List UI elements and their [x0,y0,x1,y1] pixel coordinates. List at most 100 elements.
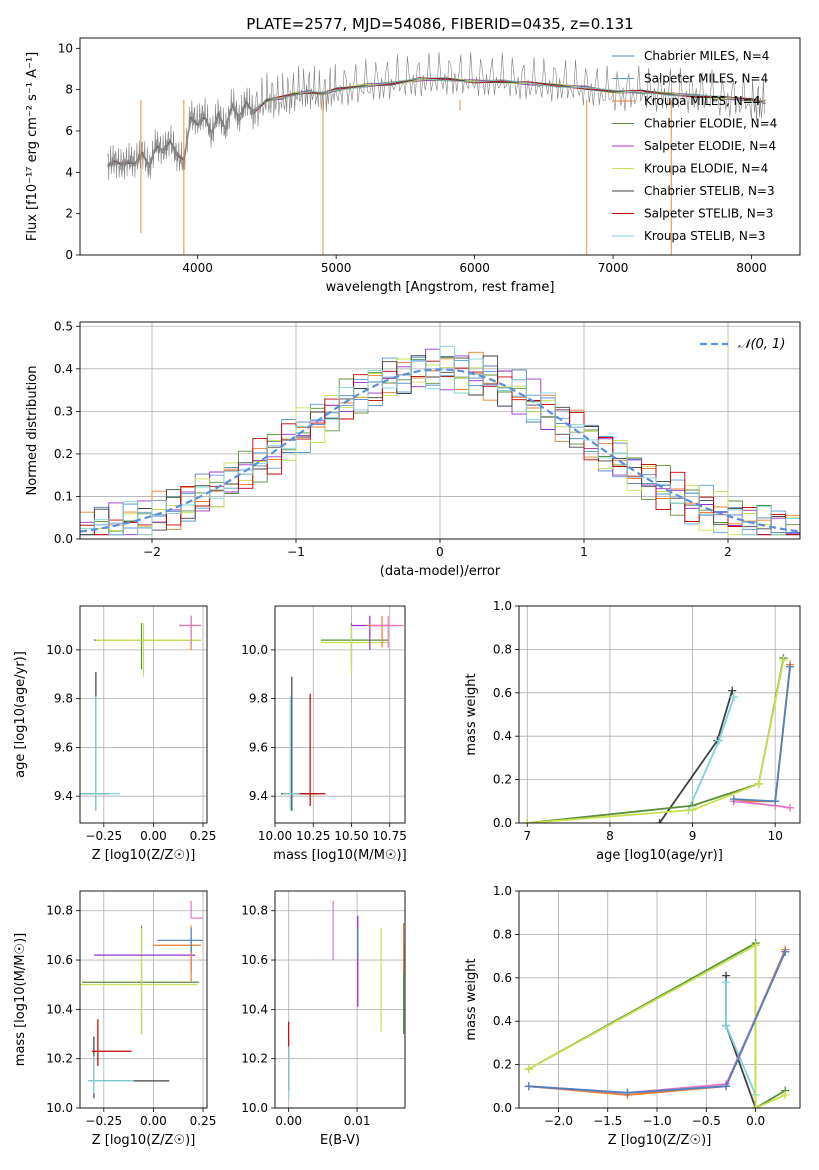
weight-point-marker [722,1082,731,1091]
weight-point-marker [781,947,790,956]
x-tick-label: 0.00 [140,829,167,843]
panel-mass-vs-Z: −0.25 0.00 0.25 10.0 10.2 10.4 10.6 10.8 Z [log1… [13,890,217,1148]
y-tick-label: 0.0 [54,532,73,546]
x-tick-label: 7 [523,829,531,843]
y-tick-label: 9.8 [249,692,268,706]
x-tick-label: −0.25 [85,829,122,843]
y-tick-label: 2 [65,207,73,221]
weight-point-marker [715,736,724,745]
y-tick-label: 10.8 [46,904,73,918]
y-tick-label: 0.6 [493,686,512,700]
weight-point-marker [751,1104,760,1108]
weight-line [658,690,734,823]
x-tick-label: 4000 [182,261,213,275]
legend-label: Salpeter ELODIE, N=4 [644,139,776,153]
x-axis-label: mass [log10(M/M☉)] [273,848,406,863]
y-axis-label: mass weight [464,958,479,1040]
y-tick-label: 10.6 [241,953,268,967]
x-tick-label: 0.25 [190,829,217,843]
weight-point-marker [524,1082,533,1091]
legend-label: Chabrier MILES, N=4 [644,49,769,63]
plot-area-weight-vs-age [523,654,795,823]
y-tick-label: 0.8 [493,642,512,656]
x-tick-label: 0.00 [275,1114,302,1128]
x-tick-label: −1.5 [593,1114,622,1128]
panel-residuals: −2 −1 0 1 2 0.0 0.1 0.2 0.3 0.4 0.5 (data-model)/er… [25,319,801,579]
y-tick-label: 0.4 [493,1014,512,1028]
y-tick-label: 0.8 [493,927,512,941]
axes-frame [79,37,801,256]
plot-area-residuals [80,345,800,536]
y-tick-label: 10.6 [46,953,73,967]
x-tick-label: 6000 [459,261,490,275]
weight-point-marker [771,797,780,806]
weight-line [528,943,786,1108]
plot-area-mass-vs-Z [80,900,204,1099]
plot-area-age-vs-Z [80,615,202,811]
axes-frame [79,890,208,1109]
weight-point-marker [523,819,532,823]
weight-point-marker [728,686,737,695]
x-tick-label: 10.25 [296,829,330,843]
x-tick-label: 0.00 [140,1114,167,1128]
y-tick-label: 9.4 [54,789,73,803]
x-tick-label: 10.75 [373,829,407,843]
weight-line [687,696,735,811]
y-tick-label: 0.2 [54,447,73,461]
x-tick-label: 1 [580,545,588,559]
y-tick-label: 10.2 [241,1052,268,1066]
plot-area-spectrum [107,52,766,255]
weight-line [527,657,785,823]
weight-line [733,800,791,809]
y-tick-label: 9.4 [249,789,268,803]
axes-frame [274,890,406,1109]
panel-age-vs-mass: 10.00 10.25 10.50 10.75 9.4 9.6 9.8 10.0 mass [l… [241,605,407,863]
y-tick-label: 4 [65,165,73,179]
y-tick-label: 0.4 [54,362,73,376]
legend-label: Chabrier ELODIE, N=4 [644,117,777,131]
y-tick-label: 10 [58,41,73,55]
x-tick-label: 0.25 [190,1114,217,1128]
x-axis-label: Z [log10(Z/Z☉)] [92,848,196,863]
legend-label: Kroupa ELODIE, N=4 [644,162,768,176]
weight-point-marker [779,656,788,665]
weight-point-marker [722,1021,731,1030]
x-tick-label: 10.00 [258,829,292,843]
panel-age-vs-Z: −0.25 0.00 0.25 9.4 9.6 9.8 10.0 Z [log10(Z/Z☉)… [13,605,217,863]
x-axis-label: age [log10(age/yr)] [596,848,723,863]
weight-point-marker [781,1090,790,1099]
y-tick-label: 10.4 [241,1002,268,1016]
legend-label: Salpeter MILES, N=4 [644,72,768,86]
weight-point-marker [729,795,738,804]
x-tick-label: 9 [689,829,697,843]
weight-point-marker [524,1064,533,1073]
x-tick-label: −2.0 [544,1114,573,1128]
weight-line [528,951,787,1094]
weight-point-marker [754,779,763,788]
weight-point-marker [786,662,795,671]
y-tick-label: 9.6 [54,740,73,754]
x-tick-label: 8 [606,829,614,843]
y-tick-label: 0.6 [493,971,512,985]
y-tick-label: 10.0 [46,643,73,657]
x-tick-label: 8000 [736,261,767,275]
y-tick-label: 9.8 [54,692,73,706]
weight-point-marker [722,978,731,987]
figure-title: PLATE=2577, MJD=54086, FIBERID=0435, z=0… [246,15,633,33]
y-tick-label: 1.0 [493,599,512,613]
legend-label: Salpeter STELIB, N=3 [644,207,773,221]
legend-label: Kroupa MILES, N=4 [644,94,760,108]
plot-area-age-vs-mass [281,615,404,811]
y-tick-label: 10.4 [46,1002,73,1016]
y-tick-label: 9.6 [249,740,268,754]
y-tick-label: 0.2 [493,1058,512,1072]
x-tick-label: −1 [287,545,305,559]
y-tick-label: 0 [65,248,73,262]
y-axis-label: age [log10(age/yr)] [13,651,28,778]
axes-frame [274,605,406,824]
weight-line [527,660,785,823]
y-tick-label: 0.5 [54,319,73,333]
y-tick-label: 10.0 [46,1101,73,1115]
x-tick-label: 10.50 [334,829,368,843]
